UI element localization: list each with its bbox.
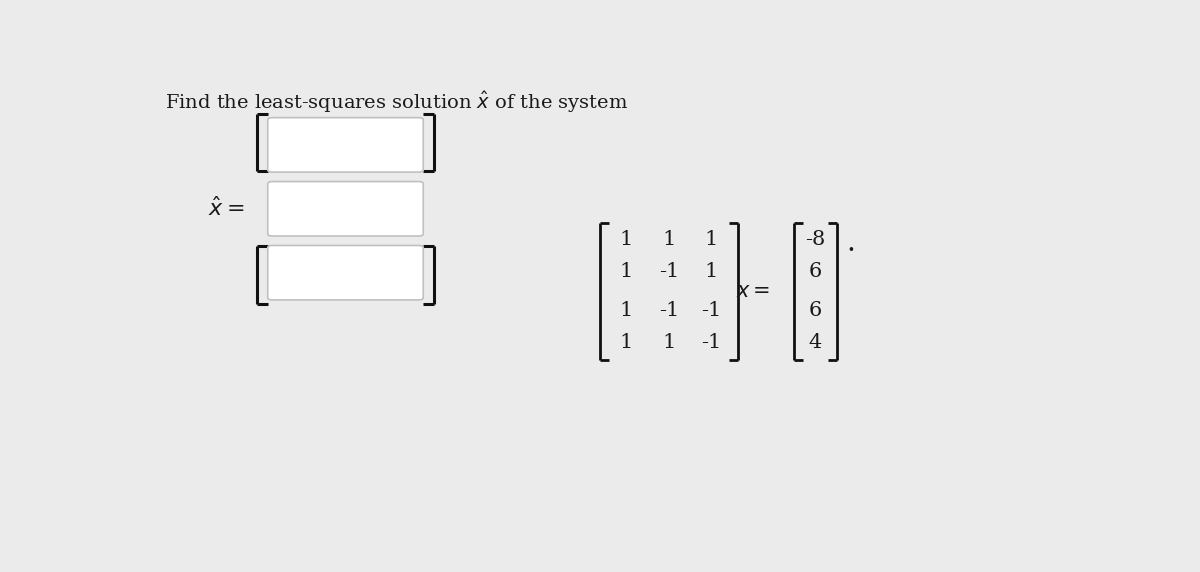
FancyBboxPatch shape <box>268 181 424 236</box>
Text: -1: -1 <box>701 301 721 320</box>
Text: 1: 1 <box>620 301 634 320</box>
Text: $\hat{x} =$: $\hat{x} =$ <box>208 197 245 221</box>
Text: 4: 4 <box>809 333 822 352</box>
Text: 1: 1 <box>704 263 718 281</box>
Text: 1: 1 <box>620 333 634 352</box>
Text: -1: -1 <box>659 263 679 281</box>
Text: 1: 1 <box>662 333 676 352</box>
Text: -8: -8 <box>805 230 826 249</box>
Text: 6: 6 <box>809 301 822 320</box>
Text: 1: 1 <box>620 230 634 249</box>
Text: 1: 1 <box>620 263 634 281</box>
FancyBboxPatch shape <box>268 245 424 300</box>
Text: .: . <box>846 231 856 257</box>
Text: 1: 1 <box>704 230 718 249</box>
Text: $x=$: $x=$ <box>737 281 770 301</box>
Text: 1: 1 <box>662 230 676 249</box>
FancyBboxPatch shape <box>268 118 424 172</box>
Text: 6: 6 <box>809 263 822 281</box>
Text: Find the least-squares solution $\hat{x}$ of the system: Find the least-squares solution $\hat{x}… <box>164 89 628 116</box>
Text: -1: -1 <box>701 333 721 352</box>
Text: -1: -1 <box>659 301 679 320</box>
